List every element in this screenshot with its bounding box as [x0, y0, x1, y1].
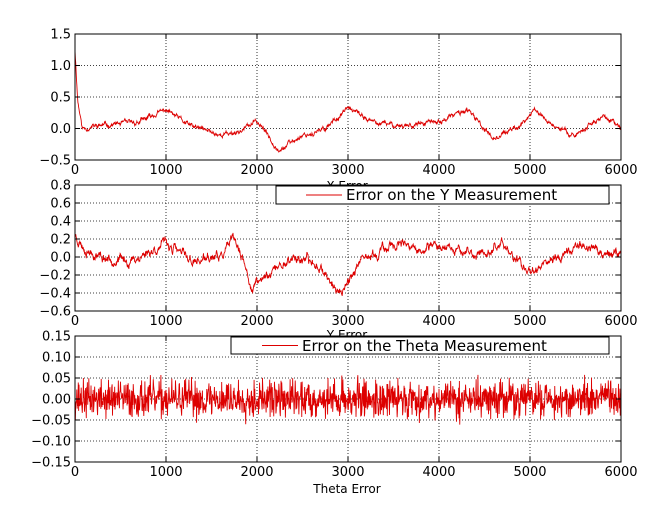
x-tick-label-theta-error: 1000 [149, 465, 182, 480]
y-tick-label-y-error: 0.2 [50, 233, 71, 248]
y-tick-label-theta-error: −0.10 [31, 435, 71, 450]
y-tick-label-y-error: 0.8 [50, 179, 71, 194]
x-tick-label-theta-error: 5000 [513, 465, 546, 480]
x-tick-label-theta-error: 6000 [604, 465, 637, 480]
x-tick-label-x-error: 3000 [331, 163, 364, 178]
x-tick-label-theta-error: 2000 [240, 465, 273, 480]
series-line-y-error [74, 232, 622, 296]
y-tick-label-theta-error: 0.10 [42, 351, 71, 366]
y-tick-label-x-error: −0.5 [39, 154, 71, 169]
x-tick-label-theta-error: 3000 [331, 465, 364, 480]
x-tick-label-y-error: 0 [71, 314, 79, 329]
x-tick-label-x-error: 4000 [422, 163, 455, 178]
legend-label-y-error: Error on the Y Measurement [346, 186, 557, 204]
y-tick-label-y-error: −0.4 [39, 287, 71, 302]
x-tick-label-y-error: 4000 [422, 314, 455, 329]
x-tick-label-y-error: 3000 [331, 314, 364, 329]
plot-area-x-error: 0 1000 2000 3000 4000 5000 6000 −0.5 0.0 0.5 1.0 1.… [39, 28, 637, 179]
y-tick-label-x-error: 1.5 [50, 28, 71, 43]
series-line-theta-error [74, 374, 622, 425]
y-tick-label-y-error: 0.6 [50, 197, 71, 212]
y-tick-label-x-error: 0.5 [50, 91, 71, 106]
chart-panel-x-error: 0 1000 2000 3000 4000 5000 6000 −0.5 0.0 0.5 1.0 1.… [39, 28, 637, 194]
plot-area-theta-error: 0 1000 2000 3000 4000 5000 6000 −0.15 −0.10 −0.05… [31, 330, 637, 481]
y-tick-label-y-error: −0.2 [39, 269, 71, 284]
xlabel-theta-error: Theta Error [312, 482, 381, 496]
x-tick-label-y-error: 6000 [604, 314, 637, 329]
y-tick-label-y-error: 0.4 [50, 215, 71, 230]
y-tick-label-y-error: 0.0 [50, 251, 71, 266]
plot-area-y-error: 0 1000 2000 3000 4000 5000 6000 −0.6 −0.4 −0.2 0.0… [39, 179, 637, 330]
x-tick-label-y-error: 2000 [240, 314, 273, 329]
x-tick-label-x-error: 1000 [149, 163, 182, 178]
x-tick-label-x-error: 5000 [513, 163, 546, 178]
legend-label-theta-error: Error on the Theta Measurement [302, 337, 547, 355]
y-tick-label-theta-error: 0.00 [42, 393, 71, 408]
x-tick-label-theta-error: 0 [71, 465, 79, 480]
x-tick-label-y-error: 5000 [513, 314, 546, 329]
chart-panel-theta-error: 0 1000 2000 3000 4000 5000 6000 −0.15 −0.10 −0.05… [31, 330, 637, 497]
series-line-x-error [74, 50, 622, 153]
y-tick-label-x-error: 0.0 [50, 122, 71, 137]
legend-theta-error: Error on the Theta Measurement [230, 336, 610, 355]
legend-y-error: Error on the Y Measurement [275, 185, 610, 205]
y-tick-label-theta-error: 0.15 [42, 330, 71, 345]
y-tick-label-y-error: −0.6 [39, 305, 71, 320]
y-tick-label-theta-error: −0.15 [31, 456, 71, 471]
x-tick-label-theta-error: 4000 [422, 465, 455, 480]
y-tick-label-x-error: 1.0 [50, 59, 71, 74]
x-tick-label-x-error: 6000 [604, 163, 637, 178]
x-tick-label-y-error: 1000 [149, 314, 182, 329]
y-tick-label-theta-error: 0.05 [42, 372, 71, 387]
y-tick-label-theta-error: −0.05 [31, 414, 71, 429]
chart-panel-y-error: 0 1000 2000 3000 4000 5000 6000 −0.6 −0.4 −0.2 0.0… [39, 179, 637, 343]
x-tick-label-x-error: 0 [71, 163, 79, 178]
x-tick-label-x-error: 2000 [240, 163, 273, 178]
